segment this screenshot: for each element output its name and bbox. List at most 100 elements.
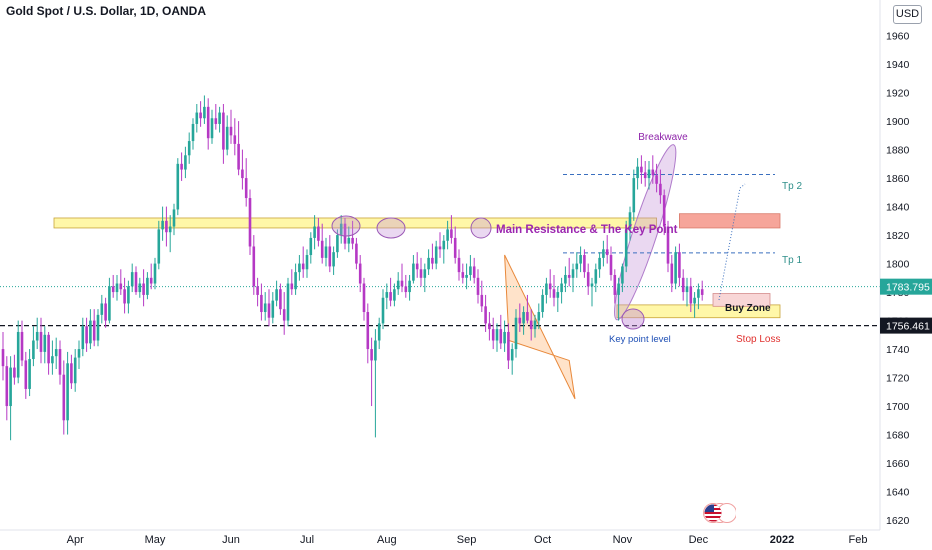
candle [324,237,328,267]
candle [529,309,533,341]
candle-body [320,240,324,258]
candle [670,255,674,293]
candle [488,312,491,341]
candle [617,277,620,321]
candle-body [54,349,58,357]
candle-body [685,286,689,293]
currency-button[interactable]: USD [893,5,922,24]
candle-body [510,349,514,361]
candle-body [362,283,366,313]
candle [16,320,20,384]
candle [62,360,66,435]
candle-body [203,106,206,119]
candle [552,274,556,307]
y-tick-label: 1820 [886,230,910,242]
candle [404,274,408,298]
candle [225,115,229,156]
time-axis[interactable]: Apr May Jun Jul Aug Sep Oct Nov Dec 2022 Feb [0,529,880,546]
y-tick-label: 1960 [886,31,910,43]
candle-body [336,235,339,253]
candle [305,249,309,278]
candle-body [275,289,278,301]
candle-body [214,118,218,124]
price-axis[interactable]: 1620164016601680170017201740176017801800… [879,0,932,550]
candle-body [480,294,484,307]
candle-body [241,169,244,179]
candle-body [115,283,119,293]
candle [393,283,396,307]
candle-body [210,118,214,139]
flag-icon[interactable] [702,502,736,524]
candle-body [16,331,20,378]
buy-zone-box [712,293,771,307]
y-tick-label: 1860 [886,173,910,185]
candle-body [32,340,35,360]
candle-body [111,286,115,293]
candle-body [43,334,47,352]
key-level-value: 1756.461 [886,321,930,333]
candle-body [47,334,50,364]
candle [408,274,411,301]
resistance-touch-ellipse [331,215,361,237]
x-tick-label: Nov [613,534,633,546]
candle [100,294,104,324]
candle [602,240,605,267]
candle [70,354,73,389]
candle [427,249,430,275]
candle [229,109,233,144]
candle [377,317,381,350]
candle-body [632,178,636,213]
y-tick-label: 1800 [886,259,910,271]
candle [510,343,514,375]
candle-body [77,349,81,358]
candle-body [229,126,233,136]
candle-body [404,286,408,293]
candle-body [689,286,693,304]
candle [484,294,487,332]
candle-body [149,277,153,284]
candle [134,266,138,295]
candle [187,132,191,164]
y-tick-label: 1700 [886,401,910,413]
candle-body [279,289,282,310]
candle [263,292,267,321]
candle [191,118,195,150]
candle-body [172,209,176,227]
candle [689,277,693,313]
x-tick-label: Oct [534,534,551,546]
candle-body [503,331,506,344]
candle [526,294,529,324]
candle-body [442,240,446,250]
y-tick-label: 1620 [886,515,910,527]
candle-body [659,183,662,196]
candle-body [396,280,400,290]
candle [317,217,320,247]
candle-body [168,226,172,233]
candle-body [484,306,487,324]
candle-body [134,272,138,293]
candle-body [51,356,54,364]
candle-body [332,252,335,267]
candle [651,155,655,184]
candle-body [541,294,544,313]
resistance-touch-ellipse [470,217,492,239]
candle [362,277,366,321]
candle-body [146,277,149,295]
candle [309,232,313,264]
candle [320,223,324,264]
candle-body [89,320,92,344]
candle-body [590,283,594,287]
candle [503,320,506,352]
candle [579,246,582,273]
candle [260,283,263,321]
candle [567,257,571,287]
candle-body [427,257,430,270]
candle [370,337,373,407]
candle-body [655,175,658,184]
candle [54,337,58,370]
candle [624,220,628,273]
candle-body [20,331,24,361]
candle-body [567,274,571,278]
candle [621,263,624,293]
